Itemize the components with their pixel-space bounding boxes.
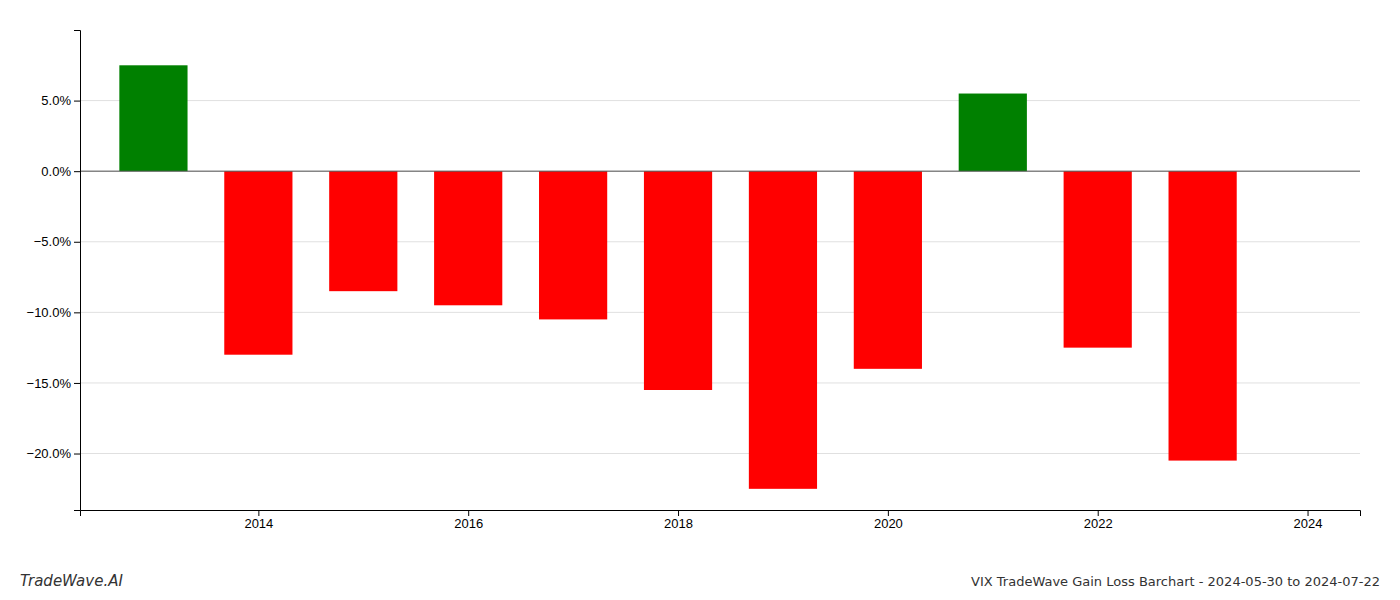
bar [539,171,607,319]
y-tick: −20.0% [27,446,80,461]
bar [959,94,1027,172]
chart: 5.0%0.0%−5.0%−10.0%−15.0%−20.0%201420162… [0,0,1400,600]
bar [749,171,817,489]
y-tick-mark [74,171,80,172]
bar [1169,171,1237,460]
x-tick: 2014 [244,510,273,531]
x-axis: 2014 2016 2018 2020 2022 2024 [81,510,1361,531]
x-tick-mark [678,510,679,516]
bar [1064,171,1132,347]
y-tick-mark [74,242,80,243]
y-tick-label: −15.0% [27,376,72,391]
x-axis-line [81,511,1361,517]
y-tick-label: 5.0% [41,93,71,108]
x-tick-mark [1308,510,1309,516]
x-tick-mark [888,510,889,516]
x-tick: 2016 [454,510,483,531]
bar [329,171,397,291]
x-tick-mark [468,510,469,516]
y-axis-line [74,31,81,511]
y-tick-label: −10.0% [27,305,72,320]
x-tick: 2020 [874,510,903,531]
grid-line [80,453,1360,454]
grid [80,101,1360,454]
x-tick-label: 2024 [1294,516,1323,531]
grid-line [80,100,1360,101]
x-tick-label: 2014 [244,516,273,531]
y-tick: 5.0% [41,93,80,108]
x-tick-mark [1098,510,1099,516]
y-tick-mark [74,383,80,384]
x-tick-mark [258,510,259,516]
watermark: TradeWave.AI [20,572,123,590]
bar [119,65,187,171]
x-tick: 2022 [1084,510,1113,531]
y-tick-label: −20.0% [27,446,72,461]
y-tick: −10.0% [27,305,80,320]
bar [644,171,712,390]
y-tick: −15.0% [27,376,80,391]
y-tick-mark [74,312,80,313]
x-tick-label: 2022 [1084,516,1113,531]
y-tick: 0.0% [41,164,80,179]
title: VIX TradeWave Gain Loss Barchart - 2024-… [971,574,1380,589]
bars [80,65,1360,489]
bar [224,171,292,355]
x-tick-label: 2020 [874,516,903,531]
y-tick-label: −5.0% [34,234,72,249]
x-tick-label: 2016 [454,516,483,531]
grid-line [80,382,1360,383]
y-tick-mark [74,101,80,102]
x-tick: 2024 [1294,510,1323,531]
x-tick: 2018 [664,510,693,531]
bar [854,171,922,369]
y-tick-label: 0.0% [41,164,71,179]
bar [434,171,502,305]
y-tick: −5.0% [34,234,80,249]
x-tick-label: 2018 [664,516,693,531]
grid-line [80,171,1360,172]
plot: 5.0%0.0%−5.0%−10.0%−15.0%−20.0%201420162… [27,31,1361,532]
y-axis: 5.0% 0.0% −5.0% −10.0% −15.0% −20.0% [27,31,81,511]
zero-line [80,171,1360,172]
y-tick-mark [74,454,80,455]
